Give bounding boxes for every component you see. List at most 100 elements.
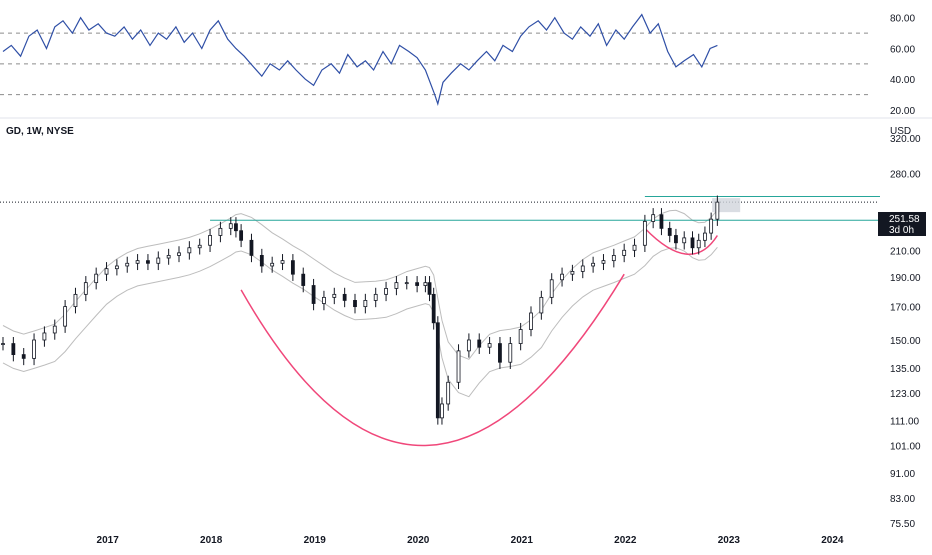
- handle-arc: [644, 227, 718, 256]
- candle-body: [456, 350, 461, 383]
- candle-body: [539, 296, 544, 314]
- time-tick-label: 2017: [97, 535, 120, 546]
- candle-body: [239, 230, 244, 241]
- price-tick-label: 91.00: [890, 469, 915, 480]
- candle-body: [197, 244, 202, 249]
- candle-body: [384, 288, 388, 295]
- candle-body: [431, 293, 436, 324]
- time-tick-label: 2023: [718, 535, 741, 546]
- candle-body: [228, 223, 233, 229]
- time-axis: 2017 2018 2019 2020 2021 2022 2023 2024: [97, 535, 844, 546]
- candle-body: [696, 239, 701, 249]
- price-tick-label: 111.00: [890, 416, 920, 427]
- candle-body: [715, 201, 720, 220]
- candle-body: [125, 262, 130, 267]
- candle-body: [651, 214, 656, 222]
- candle-body: [667, 227, 672, 236]
- candle-body: [549, 279, 554, 298]
- candle-body: [601, 260, 606, 264]
- candlestick-series: [1, 195, 720, 425]
- bar-countdown: 3d 0h: [889, 225, 914, 236]
- candle-body: [466, 339, 471, 352]
- candle-body: [104, 268, 109, 275]
- candle-body: [21, 354, 26, 359]
- candle-body: [290, 260, 295, 275]
- bollinger-bands: [2, 209, 718, 398]
- candle-body: [518, 329, 523, 344]
- candle-body: [690, 237, 695, 249]
- candle-body: [114, 265, 119, 270]
- rsi-panel: 80.00 60.00 40.00 20.00: [0, 13, 915, 117]
- price-tick-label: 75.50: [890, 519, 915, 530]
- candle-body: [322, 296, 326, 304]
- last-price-badge-box: [878, 212, 926, 236]
- candle-body: [332, 293, 337, 298]
- candle-body: [301, 273, 306, 286]
- candle-body: [611, 255, 616, 262]
- currency-label: USD: [890, 126, 911, 137]
- candle-body: [682, 237, 687, 244]
- candle-body: [580, 265, 585, 272]
- candle-body: [446, 381, 451, 405]
- candle-body: [363, 300, 368, 308]
- time-tick-label: 2021: [511, 535, 534, 546]
- candle-body: [415, 282, 420, 286]
- candle-body: [487, 343, 492, 348]
- pattern-arcs: [240, 227, 718, 447]
- candle-body: [249, 239, 254, 256]
- candle-body: [52, 325, 57, 334]
- candle-body: [674, 235, 678, 244]
- price-tick-label: 123.00: [890, 389, 921, 400]
- candle-body: [591, 262, 596, 267]
- candle-body: [208, 235, 212, 246]
- candle-body: [234, 223, 238, 232]
- price-tick-label: 280.00: [890, 170, 921, 181]
- candle-body: [11, 343, 16, 355]
- candle-body: [435, 322, 440, 419]
- symbol-label: GD, 1W, NYSE: [6, 126, 74, 137]
- candle-body: [703, 232, 707, 241]
- bollinger-lower-band: [2, 246, 718, 398]
- candle-body: [218, 227, 223, 236]
- rsi-tick-label: 80.00: [890, 14, 915, 25]
- candle-body: [373, 293, 378, 301]
- candle-body: [94, 273, 99, 284]
- candle-body: [342, 293, 347, 301]
- time-tick-label: 2018: [200, 535, 223, 546]
- candle-body: [146, 260, 150, 264]
- price-tick-label: 135.00: [890, 364, 921, 375]
- time-tick-label: 2022: [614, 535, 637, 546]
- candle-body: [394, 282, 399, 289]
- price-tick-label: 150.00: [890, 336, 921, 347]
- candle-body: [73, 293, 78, 308]
- candle-body: [440, 403, 444, 419]
- candle-body: [423, 282, 428, 286]
- last-price-value: 251.58: [889, 214, 920, 225]
- candle-body: [83, 282, 88, 295]
- rsi-axis-ticks: 80.00 60.00 40.00 20.00: [890, 14, 915, 117]
- price-tick-label: 320.00: [890, 134, 921, 145]
- candle-body: [156, 257, 161, 264]
- candle-body: [570, 271, 575, 275]
- candle-body: [353, 300, 357, 308]
- candle-body: [529, 312, 533, 330]
- candle-body: [498, 343, 502, 363]
- time-tick-label: 2024: [821, 535, 844, 546]
- candle-body: [187, 247, 192, 254]
- price-panel: GD, 1W, NYSE USD 320.00 280.00 210.00 190.0…: [0, 126, 926, 530]
- candle-body: [32, 339, 36, 359]
- candle-body: [166, 255, 171, 259]
- price-tick-label: 83.00: [890, 494, 915, 505]
- candle-body: [280, 260, 285, 264]
- candle-body: [1, 343, 5, 345]
- rsi-tick-label: 40.00: [890, 75, 915, 86]
- time-tick-label: 2019: [304, 535, 327, 546]
- candle-body: [63, 306, 68, 327]
- candle-body: [642, 221, 647, 246]
- candle-body: [709, 218, 714, 234]
- candle-body: [560, 273, 564, 281]
- candle-body: [427, 282, 432, 295]
- bollinger-upper-band: [2, 209, 718, 360]
- rsi-tick-label: 60.00: [890, 44, 915, 55]
